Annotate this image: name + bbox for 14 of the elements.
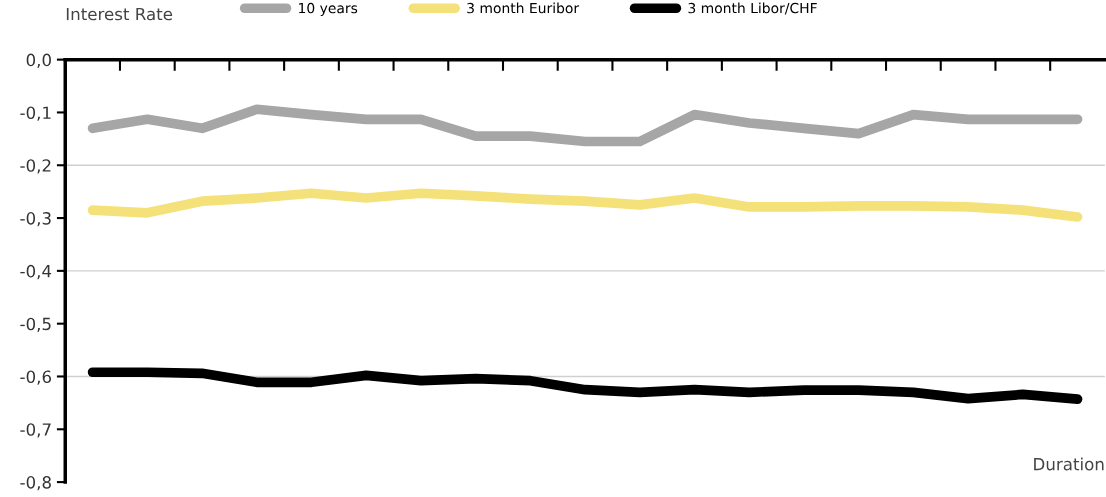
y-tick-label: -0,4 [20,264,52,280]
y-tick-label: -0,6 [20,370,52,385]
y-tick-label: -0,8 [20,476,51,491]
legend-label: 10 years [299,2,358,16]
legend-label: 3 month Euribor [467,2,580,14]
y-tick-label: -0,1 [20,106,51,121]
y-tick-label: -0,7 [20,423,51,438]
y-tick-label: 0,0 [26,53,51,68]
y-tick-label: -0,2 [20,159,51,174]
x-axis-title: Duration [1034,457,1104,471]
y-tick-label: -0,3 [20,212,51,227]
legend-label: 3 month Libor/CHF [688,2,817,15]
y-tick-label: -0,5 [20,317,51,332]
y-axis-title: Interest Rate [66,7,173,21]
